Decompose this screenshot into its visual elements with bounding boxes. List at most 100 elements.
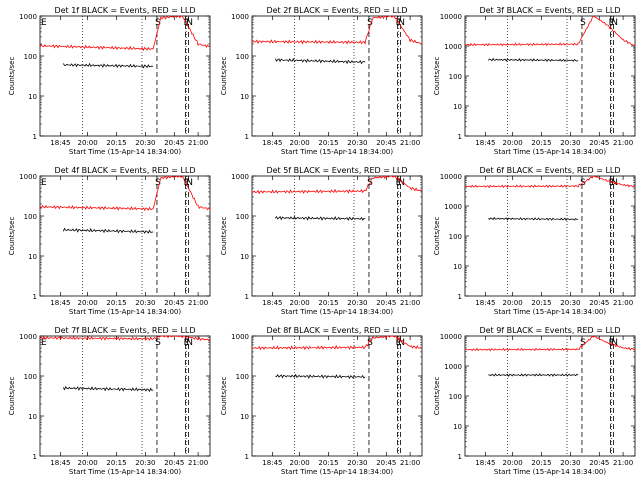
marker-label: S	[155, 18, 161, 28]
panel-title: Det 2f BLACK = Events, RED = LLD	[266, 6, 407, 15]
y-tick-label: 100	[236, 373, 249, 381]
y-tick-label: 10	[240, 93, 249, 101]
y-axis-label: Counts/sec	[433, 217, 441, 256]
y-tick-label: 1	[33, 453, 37, 461]
x-tick-label: 20:00	[503, 299, 523, 307]
y-tick-label: 1	[33, 293, 37, 301]
x-tick-label: 20:30	[347, 459, 367, 467]
y-tick-label: 1000	[444, 363, 462, 371]
y-tick-label: 100	[449, 233, 462, 241]
marker-label: N	[611, 18, 618, 28]
marker-label: E	[609, 18, 615, 28]
x-tick-label: 20:45	[376, 459, 396, 467]
x-tick-label: 20:30	[135, 299, 155, 307]
x-tick-label: 18:45	[262, 459, 282, 467]
x-axis-label: Start Time (15-Apr-14 18:34:00)	[494, 468, 606, 476]
x-axis-label: Start Time (15-Apr-14 18:34:00)	[494, 148, 606, 156]
x-axis-label: Start Time (15-Apr-14 18:34:00)	[69, 308, 181, 316]
y-axis-label: Counts/sec	[220, 377, 228, 416]
panel-title: Det 9f BLACK = Events, RED = LLD	[479, 326, 620, 335]
x-tick-label: 20:30	[560, 139, 580, 147]
marker-label: N	[398, 178, 405, 188]
x-tick-label: 20:30	[347, 299, 367, 307]
x-tick-label: 20:15	[318, 299, 338, 307]
panel-title: Det 4f BLACK = Events, RED = LLD	[54, 166, 195, 175]
y-tick-label: 1000	[231, 13, 249, 21]
panel-title: Det 3f BLACK = Events, RED = LLD	[479, 6, 620, 15]
marker-label: S	[580, 18, 586, 28]
x-tick-label: 20:00	[290, 299, 310, 307]
x-tick-label: 21:00	[613, 299, 633, 307]
x-axis-label: Start Time (15-Apr-14 18:34:00)	[494, 308, 606, 316]
panel-title: Det 8f BLACK = Events, RED = LLD	[266, 326, 407, 335]
events-series-line	[62, 385, 154, 393]
x-tick-label: 20:30	[560, 299, 580, 307]
marker-label: N	[611, 178, 618, 188]
x-tick-label: 21:00	[400, 459, 420, 467]
x-tick-label: 20:45	[376, 299, 396, 307]
y-axis-label: Counts/sec	[8, 217, 16, 256]
y-axis-label: Counts/sec	[220, 217, 228, 256]
events-series-line	[487, 57, 579, 63]
marker-label: N	[186, 338, 193, 348]
x-tick-label: 20:30	[560, 459, 580, 467]
y-tick-label: 10	[240, 253, 249, 261]
y-tick-label: 1	[245, 133, 249, 141]
x-tick-label: 20:15	[106, 299, 126, 307]
marker-label: E	[396, 338, 402, 348]
x-tick-label: 20:00	[78, 459, 98, 467]
marker-label: N	[186, 178, 193, 188]
x-tick-label: 20:15	[318, 459, 338, 467]
marker-label: S	[155, 178, 161, 188]
lld-series-line	[251, 15, 423, 45]
y-tick-label: 10000	[440, 333, 462, 341]
x-tick-label: 20:00	[290, 139, 310, 147]
y-tick-label: 100	[236, 213, 249, 221]
x-tick-label: 20:15	[106, 459, 126, 467]
y-tick-label: 1000	[19, 173, 37, 181]
x-tick-label: 20:45	[376, 139, 396, 147]
x-tick-label: 21:00	[400, 139, 420, 147]
marker-label: E	[609, 338, 615, 348]
x-axis-label: Start Time (15-Apr-14 18:34:00)	[281, 308, 393, 316]
x-tick-label: 18:45	[50, 459, 70, 467]
x-tick-label: 20:15	[531, 459, 551, 467]
x-tick-label: 20:15	[531, 299, 551, 307]
y-tick-label: 100	[24, 373, 37, 381]
y-tick-label: 1	[458, 453, 462, 461]
events-series-line	[275, 373, 366, 380]
x-tick-label: 20:30	[135, 459, 155, 467]
x-tick-label: 20:45	[164, 459, 184, 467]
x-tick-label: 18:45	[475, 299, 495, 307]
panel-det-3f: Det 3f BLACK = Events, RED = LLD 1 10 100 10…	[433, 6, 636, 156]
x-tick-label: 20:45	[164, 139, 184, 147]
events-series-line	[274, 215, 366, 222]
y-tick-label: 1000	[444, 203, 462, 211]
y-tick-label: 1000	[231, 333, 249, 341]
marker-label: E	[184, 338, 190, 348]
lld-series-line	[464, 335, 636, 352]
marker-label: E	[609, 178, 615, 188]
x-tick-label: 21:00	[188, 459, 208, 467]
x-tick-label: 20:15	[106, 139, 126, 147]
y-tick-label: 100	[449, 73, 462, 81]
axes-frame	[251, 335, 423, 457]
y-tick-label: 10	[453, 103, 462, 111]
panel-det-5f: Det 5f BLACK = Events, RED = LLD 1 10 100 10…	[220, 166, 423, 316]
x-tick-label: 20:15	[318, 139, 338, 147]
marker-label: N	[398, 338, 405, 348]
axes-frame	[39, 335, 211, 457]
x-tick-label: 21:00	[613, 459, 633, 467]
y-axis-label: Counts/sec	[433, 57, 441, 96]
y-axis-label: Counts/sec	[220, 57, 228, 96]
panel-det-7f: Det 7f BLACK = Events, RED = LLD 1 10 100 10…	[8, 326, 211, 476]
x-tick-label: 20:30	[347, 139, 367, 147]
marker-label: N	[398, 18, 405, 28]
axes-frame	[464, 335, 636, 457]
marker-label: S	[155, 338, 161, 348]
events-series-line	[62, 62, 154, 69]
marker-label: E	[396, 178, 402, 188]
x-tick-label: 18:45	[262, 139, 282, 147]
y-axis-label: Counts/sec	[8, 57, 16, 96]
